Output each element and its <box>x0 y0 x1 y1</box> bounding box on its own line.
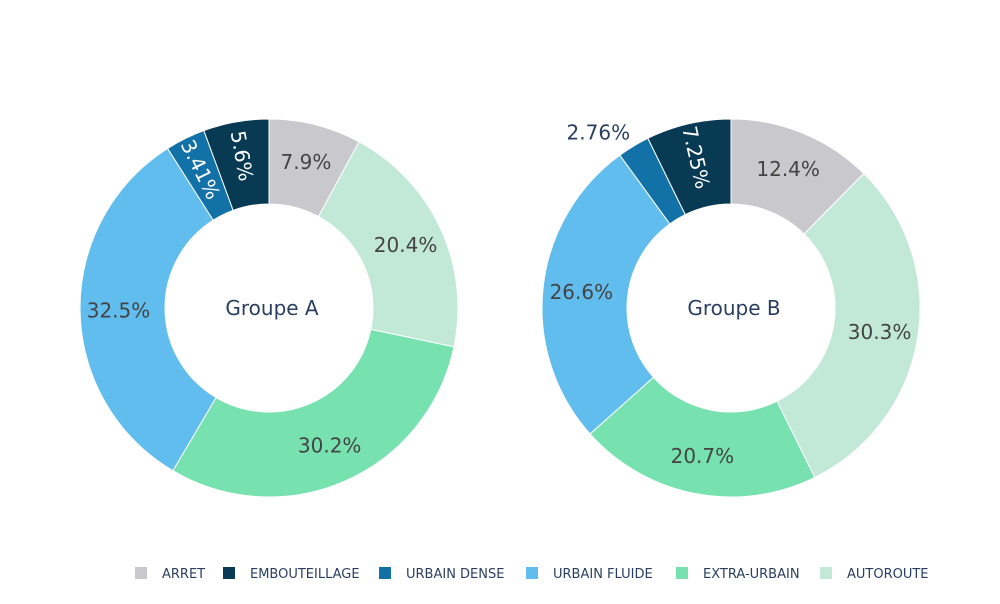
legend-item-arret[interactable]: ARRET <box>135 567 205 582</box>
slice-label-urbain-fluide: 26.6% <box>550 280 614 304</box>
slice-embouteillage[interactable] <box>647 118 732 216</box>
legend-item-urbain-dense[interactable]: URBAIN DENSE <box>379 567 504 582</box>
legend-swatch-urbain-dense <box>379 567 391 579</box>
legend-item-embouteillage[interactable]: EMBOUTEILLAGE <box>223 567 360 582</box>
legend-label-extra-urbain: EXTRA-URBAIN <box>703 567 800 582</box>
slice-urbain-fluide[interactable] <box>541 154 671 435</box>
legend-item-autoroute[interactable]: AUTOROUTE <box>820 567 929 582</box>
slice-label-autoroute: 20.4% <box>374 233 438 257</box>
legend-label-urbain-fluide: URBAIN FLUIDE <box>553 567 653 582</box>
slice-label-urbain-dense: 2.76% <box>567 121 631 145</box>
legend-swatch-autoroute <box>820 567 832 579</box>
legend-label-arret: ARRET <box>162 567 205 582</box>
donut-chart-2: 12.4%30.3%20.7%26.6%2.76% 7.25%Groupe B <box>541 118 921 498</box>
slice-label-extra-urbain: 20.7% <box>671 444 735 468</box>
slice-autoroute[interactable] <box>776 172 921 479</box>
slice-label-arret: 7.9% <box>281 150 332 174</box>
slice-embouteillage[interactable] <box>203 118 270 212</box>
donut-chart-1: 7.9%20.4%30.2%32.5%3.41% 5.6%Groupe A <box>79 118 459 498</box>
slice-urbain-fluide[interactable] <box>79 147 217 472</box>
center-label-1: Groupe A <box>225 296 319 320</box>
legend-label-embouteillage: EMBOUTEILLAGE <box>250 567 360 582</box>
slice-extra-urbain[interactable] <box>172 328 455 498</box>
slice-extra-urbain[interactable] <box>589 376 816 498</box>
legend-label-autoroute: AUTOROUTE <box>847 567 929 582</box>
slice-label-urbain-fluide: 32.5% <box>87 298 151 322</box>
legend: ARRET EMBOUTEILLAGE URBAIN DENSE URBAIN FLU… <box>135 567 929 582</box>
legend-swatch-arret <box>135 567 147 579</box>
legend-item-urbain-fluide[interactable]: URBAIN FLUIDE <box>526 567 653 582</box>
center-label-2: Groupe B <box>687 296 780 320</box>
slice-autoroute[interactable] <box>317 141 459 348</box>
legend-label-urbain-dense: URBAIN DENSE <box>406 567 504 582</box>
slice-label-arret: 12.4% <box>756 157 820 181</box>
legend-item-extra-urbain[interactable]: EXTRA-URBAIN <box>676 567 800 582</box>
slice-label-autoroute: 30.3% <box>848 320 912 344</box>
legend-swatch-embouteillage <box>223 567 235 579</box>
legend-swatch-extra-urbain <box>676 567 688 579</box>
legend-swatch-urbain-fluide <box>526 567 538 579</box>
slice-label-extra-urbain: 30.2% <box>298 434 362 458</box>
